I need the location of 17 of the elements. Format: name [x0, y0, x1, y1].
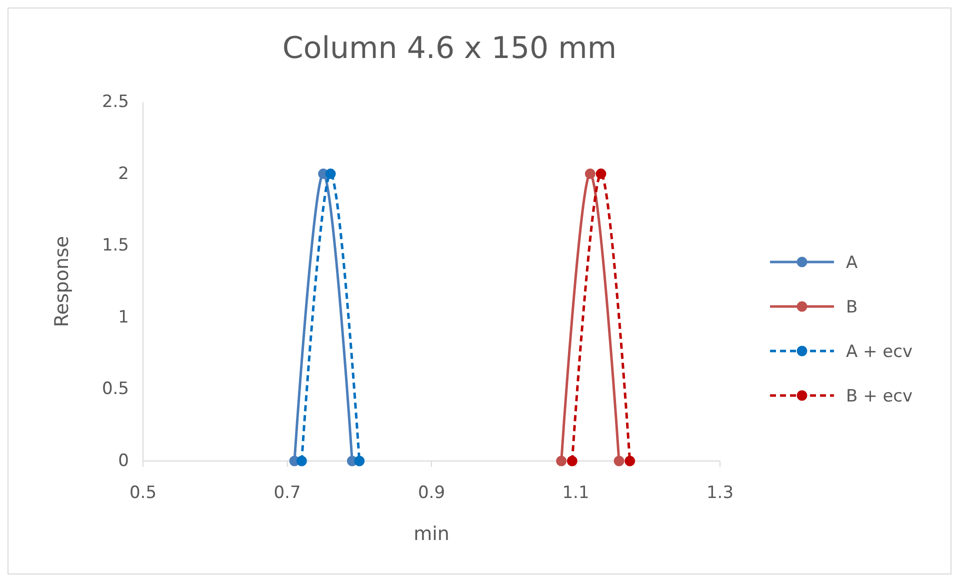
y-axis-title: Response: [51, 236, 73, 328]
y-tick-label: 1.5: [102, 236, 129, 256]
chart-title: Column 4.6 x 150 mm: [282, 31, 617, 66]
legend-label: A: [846, 253, 858, 273]
legend-label: B + ecv: [846, 386, 913, 406]
y-tick-label: 2.5: [102, 92, 129, 112]
y-tick-label: 2: [118, 164, 129, 184]
x-tick-label: 1.3: [706, 483, 734, 503]
x-tick-label: 1.1: [562, 483, 590, 503]
legend-label: B: [846, 298, 858, 318]
y-tick-label: 0: [118, 451, 129, 471]
legend-label: A + ecv: [846, 342, 913, 362]
y-tick-label: 1: [118, 307, 129, 328]
x-axis-title: min: [414, 523, 450, 545]
x-tick-label: 0.9: [418, 483, 446, 503]
y-tick-label: 0.5: [102, 379, 129, 400]
x-tick-label: 0.7: [274, 483, 301, 503]
